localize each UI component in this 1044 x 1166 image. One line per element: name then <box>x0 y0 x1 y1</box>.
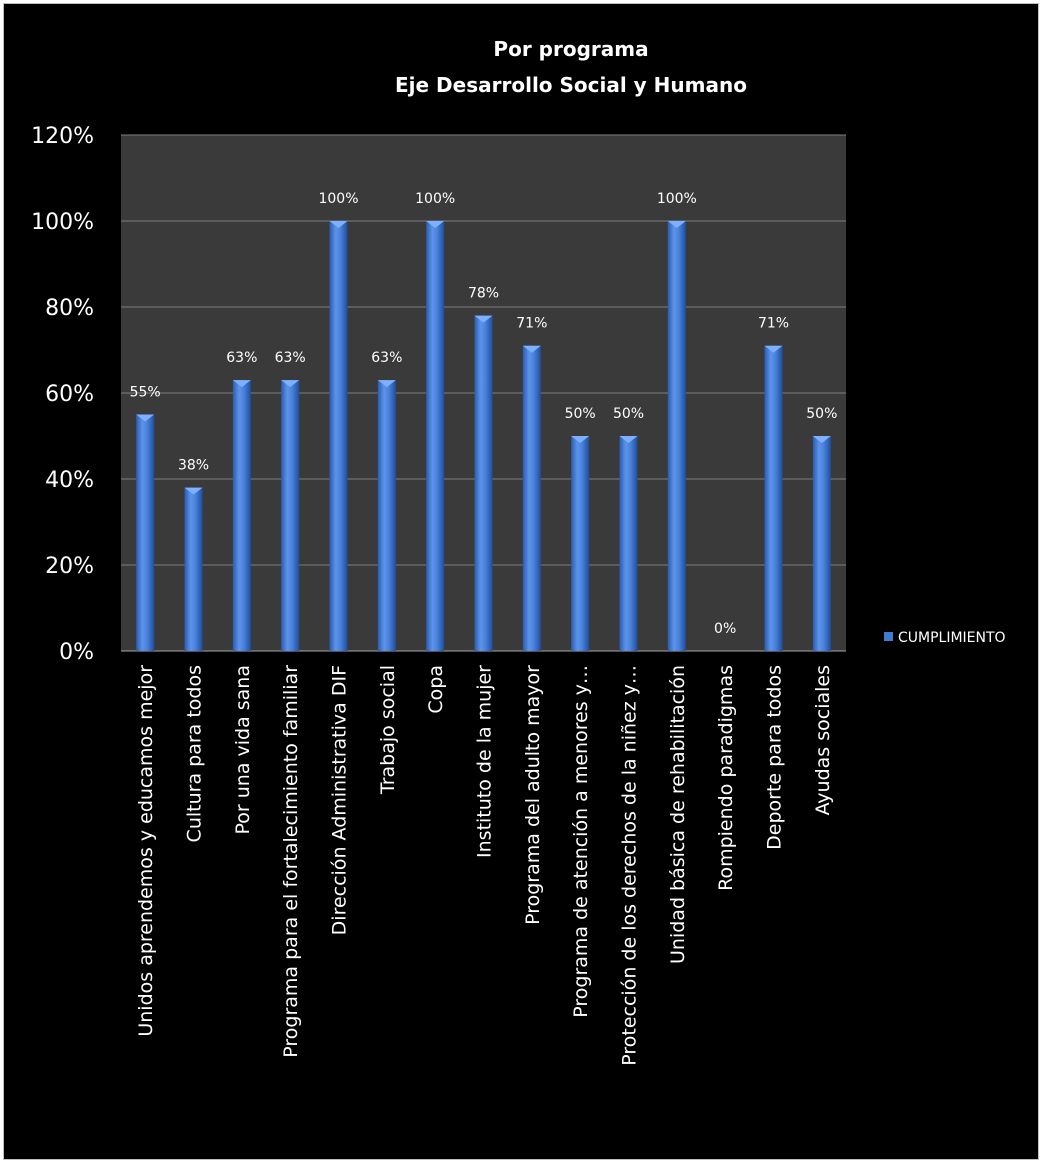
bar[interactable] <box>474 315 493 651</box>
chart-title: Por programa <box>493 37 648 61</box>
x-tick-label: Unidad básica de rehabilitación <box>667 665 689 964</box>
y-tick-label: 80% <box>45 296 94 321</box>
legend-label: CUMPLIMIENTO <box>898 630 1006 646</box>
bar[interactable] <box>136 414 155 652</box>
bar[interactable] <box>571 436 590 651</box>
bar-top-bevel <box>667 221 686 228</box>
y-tick-label: 100% <box>31 210 94 235</box>
x-tick-label: Por una vida sana <box>232 665 254 835</box>
data-labels: 55% 38% 63% 63% 100% 63% 100% 78% 71% 50% 50% 100% 0… <box>130 191 838 637</box>
data-label: 63% <box>275 350 306 366</box>
bar[interactable] <box>184 487 203 651</box>
x-tick-label: Unidos aprendemos y educamos mejor <box>135 665 157 1037</box>
bar-top-bevel <box>329 221 348 228</box>
y-tick-label: 120% <box>31 124 94 149</box>
bar-top-bevel <box>571 436 590 443</box>
bar[interactable] <box>619 436 638 651</box>
data-label: 100% <box>415 191 455 207</box>
bar-chart: 0% 20% 40% 60% 80% 100% 120% Unidos aprendemos… <box>31 37 1006 1066</box>
data-label: 100% <box>657 191 697 207</box>
legend[interactable]: CUMPLIMIENTO <box>884 630 1006 646</box>
legend-swatch <box>884 632 893 641</box>
bar[interactable] <box>377 380 396 651</box>
x-tick-label: Programa para el fortalecimiento familia… <box>280 665 302 1058</box>
data-label: 50% <box>613 406 644 422</box>
x-tick-label: Programa del adulto mayor <box>522 665 544 925</box>
x-tick-label: Trabajo social <box>377 665 399 795</box>
x-tick-label: Protección de los derechos de la niñez y… <box>619 665 641 1066</box>
x-tick-label: Deporte para todos <box>764 665 786 850</box>
bar[interactable] <box>232 380 251 651</box>
x-tick-label: Cultura para todos <box>184 665 206 842</box>
x-tick-label: Instituto de la mujer <box>474 665 496 858</box>
chart-frame: 0% 20% 40% 60% 80% 100% 120% Unidos aprendemos… <box>3 3 1039 1160</box>
bar[interactable] <box>764 345 783 651</box>
data-label: 38% <box>178 458 209 474</box>
data-label: 63% <box>371 350 402 366</box>
chart-subtitle: Eje Desarrollo Social y Humano <box>395 73 747 97</box>
y-tick-label: 20% <box>45 554 94 579</box>
x-axis-labels: Unidos aprendemos y educamos mejor Cultur… <box>135 665 834 1066</box>
bar-top-bevel <box>764 345 783 353</box>
bar-top-bevel <box>281 380 300 388</box>
x-tick-label: Programa de atención a menores y… <box>570 665 592 1018</box>
data-label: 0% <box>714 621 736 637</box>
bar[interactable] <box>812 436 831 651</box>
bar[interactable] <box>329 221 348 651</box>
x-tick-label: Dirección Administrativa DIF <box>329 665 351 935</box>
x-tick-label: Copa <box>425 665 447 714</box>
data-label: 55% <box>130 385 161 401</box>
y-tick-label: 0% <box>59 640 94 665</box>
data-label: 100% <box>318 191 358 207</box>
bar[interactable] <box>281 380 300 651</box>
bar-top-bevel <box>184 487 203 495</box>
bar-top-bevel <box>812 436 831 443</box>
data-label: 71% <box>758 316 789 332</box>
bar-top-bevel <box>232 380 251 388</box>
data-label: 63% <box>226 350 257 366</box>
data-label: 78% <box>468 286 499 302</box>
bar-top-bevel <box>377 380 396 388</box>
x-tick-label: Ayudas sociales <box>812 665 834 815</box>
y-tick-label: 60% <box>45 382 94 407</box>
bar[interactable] <box>667 221 686 651</box>
y-tick-label: 40% <box>45 468 94 493</box>
data-label: 71% <box>516 316 547 332</box>
bar-top-bevel <box>522 345 541 353</box>
y-axis-labels: 0% 20% 40% 60% 80% 100% 120% <box>31 124 94 665</box>
bar[interactable] <box>522 345 541 651</box>
bar-top-bevel <box>136 414 155 422</box>
bars-group <box>136 221 831 651</box>
bar-top-bevel <box>474 315 493 323</box>
data-label: 50% <box>806 406 837 422</box>
bar-top-bevel <box>619 436 638 443</box>
x-tick-label: Rompiendo paradigmas <box>715 665 737 891</box>
bar-top-bevel <box>426 221 445 228</box>
data-label: 50% <box>565 406 596 422</box>
bar[interactable] <box>426 221 445 651</box>
